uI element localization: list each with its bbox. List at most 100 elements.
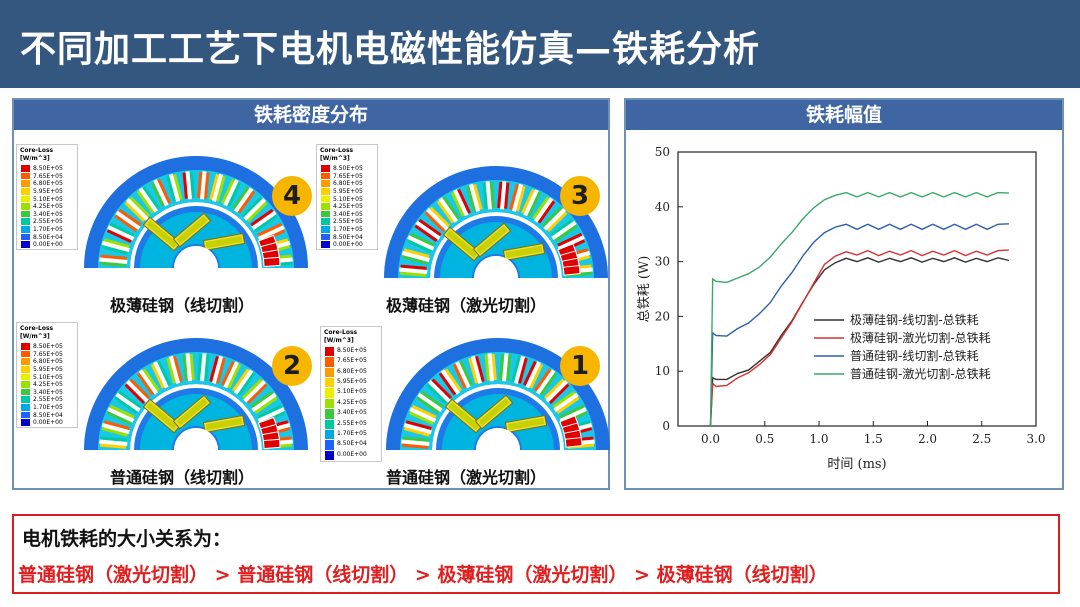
legend-swatch <box>321 210 330 218</box>
x-tick-label: 0.0 <box>701 432 720 446</box>
legend-value: 1.70E+05 <box>33 226 63 234</box>
ranking-item: 极薄硅钢（激光切割） <box>437 564 628 586</box>
legend-swatch <box>21 187 30 195</box>
stator-slot <box>511 355 528 384</box>
legend-swatch <box>21 350 30 358</box>
rotor-magnet <box>202 233 246 251</box>
legend-swatch <box>325 398 334 409</box>
motor-label: 普通硅钢（激光切割） <box>386 468 547 487</box>
stator-slot <box>197 171 210 200</box>
legend-value: 7.65E+05 <box>337 357 367 365</box>
stator-slot <box>182 171 195 200</box>
legend-swatch <box>21 373 30 381</box>
legend-swatch <box>325 429 334 440</box>
legend-swatch <box>21 396 30 404</box>
series-line <box>709 257 1010 427</box>
rotor-magnet <box>474 394 514 430</box>
stator-slot <box>424 206 451 233</box>
stator-slot <box>106 222 135 243</box>
x-tick-label: 1.5 <box>864 432 883 446</box>
legend-value: 5.95E+05 <box>33 365 63 373</box>
core-loss-density-panel: 铁耗密度分布 Core-Loss [W/m^3] 8.50E+05 7.65E+05… <box>12 98 610 490</box>
legend-value: 2.55E+05 <box>33 218 63 226</box>
legend-title: Core-Loss [W/m^3] <box>20 147 54 162</box>
legend-swatch <box>321 241 330 248</box>
page-title: 不同加工工艺下电机电磁性能仿真—铁耗分析 <box>20 29 761 70</box>
legend-swatch <box>325 347 334 357</box>
stator-slot <box>406 232 435 253</box>
color-legend: Core-Loss [W/m^3] 8.50E+05 7.65E+05 6.80E+0… <box>316 144 378 250</box>
motor-cross-section <box>84 156 308 268</box>
stator-slot <box>106 404 135 425</box>
legend-title: Core-Loss [W/m^3] <box>324 329 358 344</box>
legend-label: 极薄硅钢-线切割-总铁耗 <box>850 312 979 327</box>
ranking-item: 普通硅钢（线切割） <box>237 564 409 586</box>
stator-slot <box>468 355 485 384</box>
stator-slot <box>182 353 195 382</box>
stator-slot <box>403 420 432 437</box>
legend-swatch <box>325 419 334 429</box>
series-line <box>709 223 1009 427</box>
legend-value: 6.80E+05 <box>337 367 367 375</box>
legend-value: 4.25E+05 <box>33 203 63 211</box>
legend-swatch <box>21 358 30 365</box>
legend-value: 6.80E+05 <box>33 180 63 188</box>
shaft-bore <box>174 428 218 450</box>
stator-slot <box>99 254 128 267</box>
rotor-magnet <box>442 226 482 262</box>
color-legend: Core-Loss [W/m^3] 8.50E+05 7.65E+05 6.80E+0… <box>320 326 382 462</box>
legend-value: 5.10E+05 <box>33 373 63 381</box>
stator-slot <box>221 178 242 207</box>
color-legend: Core-Loss [W/m^3] 8.50E+05 7.65E+05 6.80E+0… <box>16 144 78 250</box>
legend-swatch <box>325 357 334 367</box>
stator-slot <box>209 173 226 202</box>
legend-value: 0.00E+00 <box>33 419 63 427</box>
ranking-item: 普通硅钢（激光切割） <box>18 564 209 586</box>
legend-swatch <box>21 165 30 172</box>
legend-swatch <box>321 187 330 195</box>
legend-title: Core-Loss [W/m^3] <box>320 147 354 162</box>
legend-swatch <box>325 378 334 388</box>
stator-slot <box>197 353 210 382</box>
legend-value: 1.70E+05 <box>33 404 63 412</box>
legend-swatch <box>21 241 30 248</box>
legend-value: 3.40E+05 <box>337 409 367 417</box>
stator-slot <box>509 183 526 212</box>
legend-swatch <box>21 226 30 233</box>
ranking-separator: > <box>414 564 431 586</box>
stator-slot <box>401 248 430 265</box>
legend-value: 0.00E+00 <box>33 241 63 249</box>
y-tick-label: 40 <box>655 200 670 214</box>
stator-slot <box>414 218 442 242</box>
x-tick-label: 2.5 <box>972 432 991 446</box>
header-bar: 不同加工工艺下电机电磁性能仿真—铁耗分析 <box>0 0 1080 88</box>
x-tick-label: 0.5 <box>755 432 774 446</box>
hot-spot <box>262 438 281 450</box>
legend-value: 2.55E+05 <box>333 218 363 226</box>
legend-value: 5.10E+05 <box>333 195 363 203</box>
legend-swatch <box>21 411 30 419</box>
legend-swatch <box>21 388 30 396</box>
legend-value: 6.80E+05 <box>33 358 63 366</box>
legend-swatch <box>21 210 30 218</box>
legend-swatch <box>321 226 330 233</box>
stator-slot <box>150 360 171 389</box>
legend-swatch <box>21 365 30 373</box>
core-loss-line-chart: 0.0 0.5 1.0 1.5 2.0 2.5 3.0 0 10 20 30 40 50 时间 (ms) 总… <box>637 145 1046 472</box>
y-tick-label: 30 <box>655 255 670 269</box>
legend-swatch <box>321 165 330 172</box>
legend-value: 8.50E+05 <box>333 165 363 172</box>
rotor-magnet <box>472 222 512 258</box>
motor-label: 极薄硅钢（线切割） <box>110 296 255 315</box>
rotor-magnet <box>142 216 182 252</box>
motor-label: 普通硅钢（线切割） <box>110 468 255 487</box>
legend-value: 8.50E+05 <box>337 347 367 354</box>
hot-spot <box>262 256 281 268</box>
legend-swatch <box>21 419 30 426</box>
legend-value: 4.25E+05 <box>33 381 63 389</box>
stator-slot <box>221 360 242 389</box>
stator-slot <box>466 183 483 212</box>
stator-slot <box>532 196 556 224</box>
series-line <box>709 191 1009 427</box>
stator-slot <box>232 368 256 396</box>
